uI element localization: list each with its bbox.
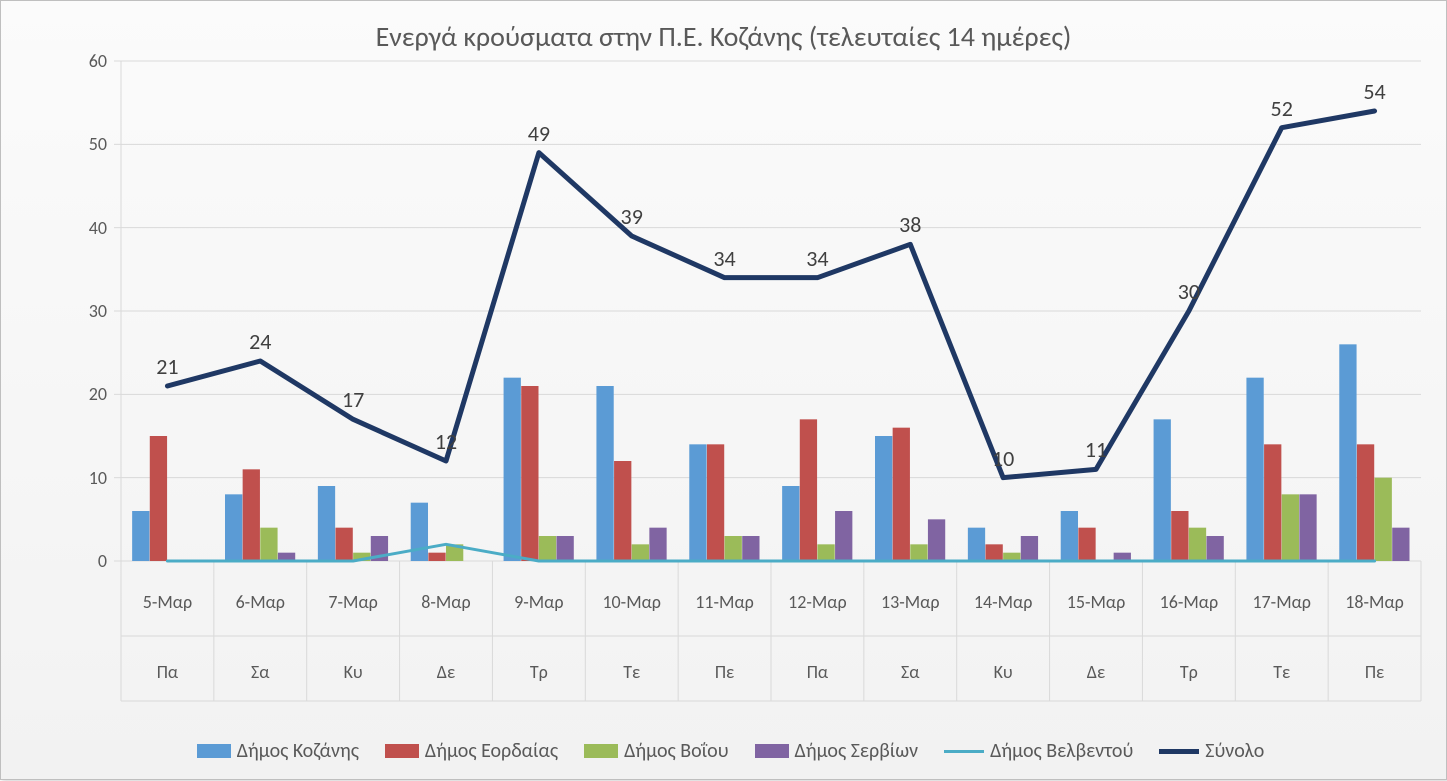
legend-swatch [584, 744, 618, 758]
legend-label: Δήμος Κοζάνης [237, 739, 359, 763]
legend-item: Δήμος Σερβίων [755, 739, 919, 763]
legend-label: Δήμος Εορδαίας [425, 739, 558, 763]
legend-swatch [1159, 749, 1199, 754]
legend-label: Δήμος Βοΐου [624, 739, 728, 763]
legend-item: Δήμος Βοΐου [584, 739, 728, 763]
legend-swatch [755, 744, 789, 758]
legend-swatch [944, 750, 984, 753]
legend-swatch [197, 744, 231, 758]
legend-item: Δήμος Βελβεντού [944, 739, 1133, 763]
legend-item: Δήμος Κοζάνης [197, 739, 359, 763]
chart-plot-svg [1, 1, 1447, 781]
legend-swatch [385, 744, 419, 758]
legend-item: Δήμος Εορδαίας [385, 739, 558, 763]
chart-legend: Δήμος Κοζάνης Δήμος Εορδαίας Δήμος Βοΐου Δή… [61, 739, 1426, 763]
legend-label: Δήμος Σερβίων [795, 739, 919, 763]
chart-container: Ενεργά κρούσματα στην Π.Ε. Κοζάνης (τελε… [0, 0, 1447, 780]
legend-item: Σύνολο [1159, 739, 1264, 763]
legend-label: Σύνολο [1205, 739, 1264, 763]
legend-label: Δήμος Βελβεντού [990, 739, 1133, 763]
